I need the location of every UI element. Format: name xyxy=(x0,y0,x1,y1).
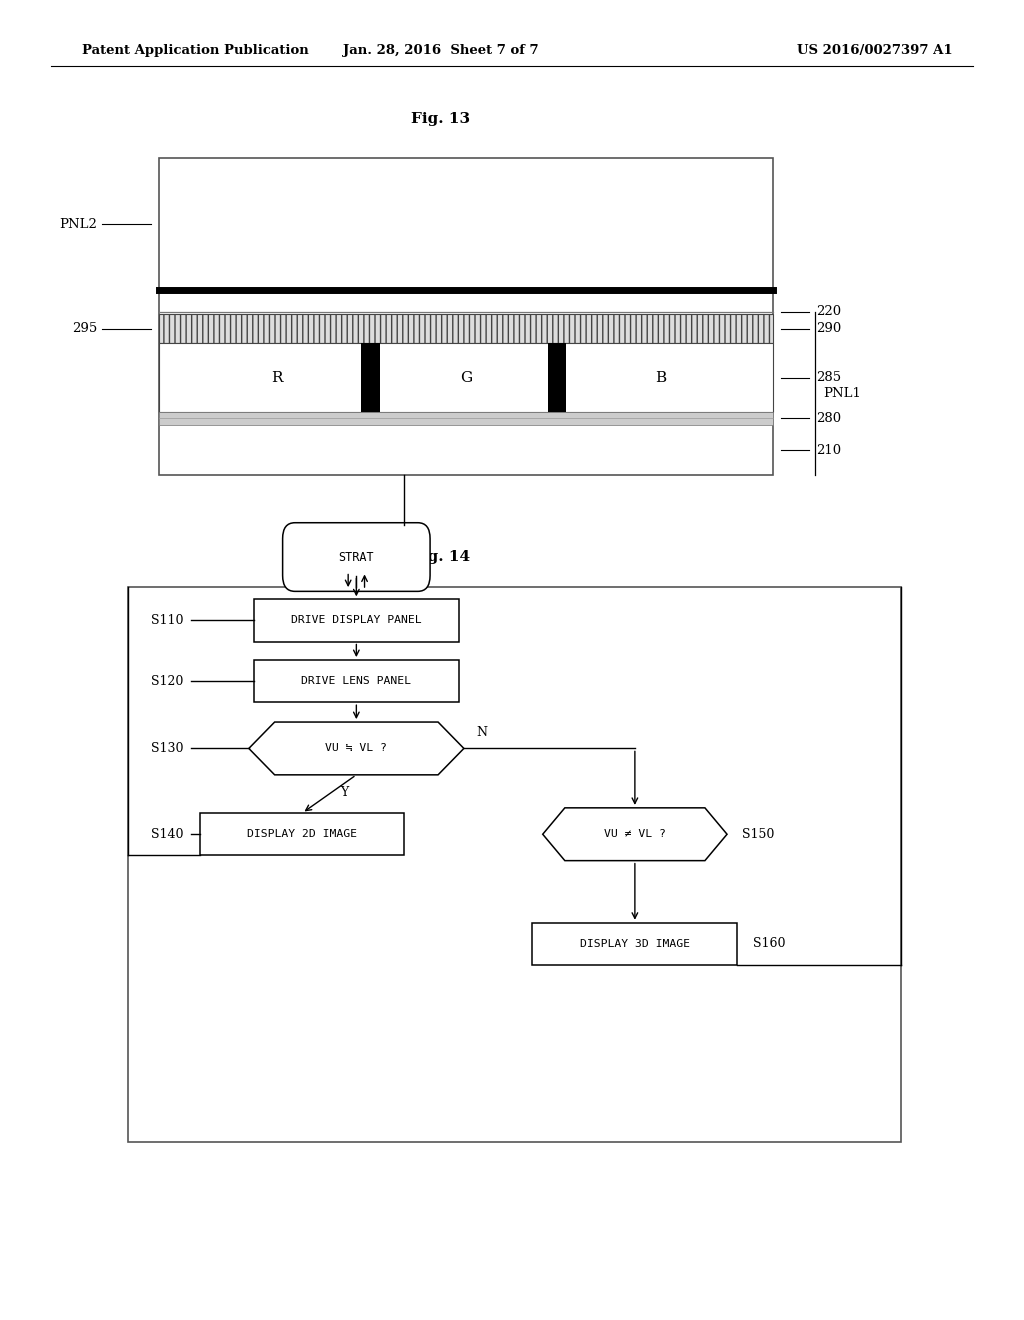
Text: STRAT: STRAT xyxy=(339,550,374,564)
Text: 295: 295 xyxy=(72,322,97,335)
Text: DISPLAY 3D IMAGE: DISPLAY 3D IMAGE xyxy=(580,939,690,949)
Text: PNL1: PNL1 xyxy=(823,387,861,400)
Polygon shape xyxy=(249,722,464,775)
FancyBboxPatch shape xyxy=(283,523,430,591)
Bar xyxy=(159,412,773,425)
Text: Y: Y xyxy=(340,785,348,799)
Text: S130: S130 xyxy=(151,742,183,755)
Bar xyxy=(159,343,773,412)
Text: 220: 220 xyxy=(816,305,842,318)
Text: DRIVE LENS PANEL: DRIVE LENS PANEL xyxy=(301,676,412,686)
Text: PW: PW xyxy=(393,536,416,549)
Text: US 2016/0027397 A1: US 2016/0027397 A1 xyxy=(797,44,952,57)
Text: VU ≠ VL ?: VU ≠ VL ? xyxy=(604,829,666,840)
Text: S150: S150 xyxy=(742,828,775,841)
Text: Jan. 28, 2016  Sheet 7 of 7: Jan. 28, 2016 Sheet 7 of 7 xyxy=(342,44,539,57)
Bar xyxy=(159,158,773,475)
Bar xyxy=(254,660,459,702)
Bar xyxy=(128,587,901,1142)
Text: R: R xyxy=(270,371,283,384)
Text: 290: 290 xyxy=(816,322,842,335)
Text: PNL2: PNL2 xyxy=(59,218,97,231)
Bar xyxy=(200,813,404,855)
Text: DRIVE DISPLAY PANEL: DRIVE DISPLAY PANEL xyxy=(291,615,422,626)
Text: 280: 280 xyxy=(816,412,842,425)
Text: S140: S140 xyxy=(151,828,183,841)
Bar xyxy=(361,343,380,412)
Bar xyxy=(548,343,566,412)
Polygon shape xyxy=(543,808,727,861)
Text: S160: S160 xyxy=(753,937,785,950)
Text: DISPLAY 2D IMAGE: DISPLAY 2D IMAGE xyxy=(247,829,357,840)
Text: 210: 210 xyxy=(816,444,842,457)
Text: VU ≒ VL ?: VU ≒ VL ? xyxy=(326,743,387,754)
Text: Fig. 13: Fig. 13 xyxy=(411,112,470,125)
Text: B: B xyxy=(655,371,666,384)
Text: 285: 285 xyxy=(816,371,842,384)
Bar xyxy=(254,599,459,642)
Text: N: N xyxy=(476,726,487,739)
Text: G: G xyxy=(460,371,472,384)
Text: S110: S110 xyxy=(151,614,183,627)
Bar xyxy=(532,923,737,965)
Text: S120: S120 xyxy=(151,675,183,688)
Text: Patent Application Publication: Patent Application Publication xyxy=(82,44,308,57)
Bar xyxy=(159,314,773,343)
Text: Fig. 14: Fig. 14 xyxy=(411,550,470,564)
